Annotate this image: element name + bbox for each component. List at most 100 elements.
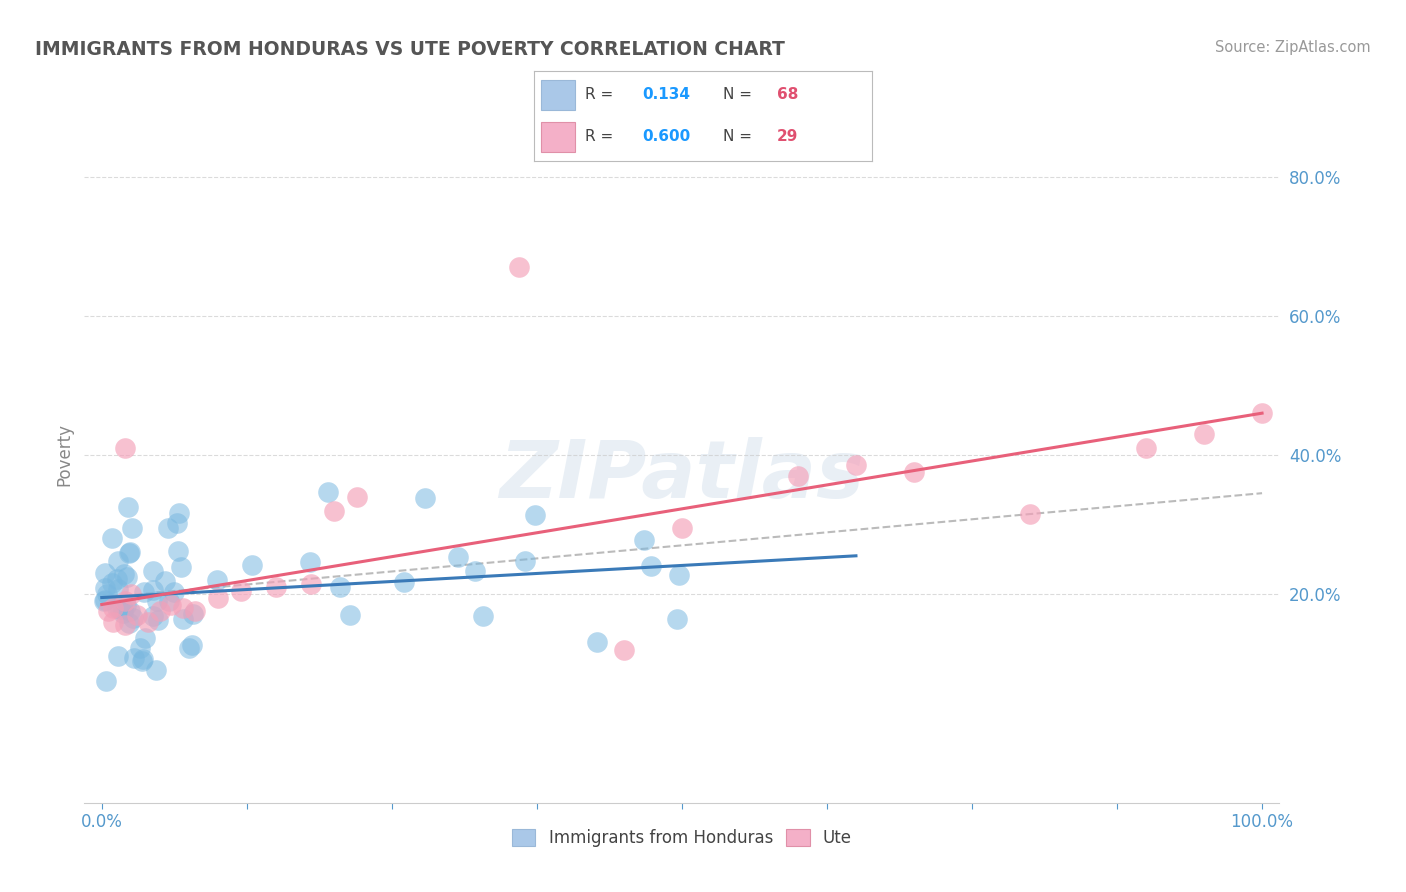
Point — [117, 500, 139, 514]
Point — [118, 544, 141, 558]
Point — [96, 587, 118, 601]
Point — [145, 664, 167, 678]
Point — [97, 605, 120, 619]
Y-axis label: Poverty: Poverty — [55, 424, 73, 486]
Point — [472, 609, 495, 624]
Point — [93, 594, 115, 608]
Point — [105, 572, 128, 586]
Point — [120, 587, 142, 601]
Point — [157, 594, 180, 608]
Point — [155, 574, 177, 588]
Point — [181, 607, 204, 621]
Text: 29: 29 — [778, 129, 799, 145]
Point — [339, 608, 361, 623]
Point — [183, 605, 205, 619]
Point — [122, 651, 145, 665]
Point — [446, 550, 468, 565]
Point — [112, 606, 135, 620]
Point — [107, 582, 129, 596]
Point — [96, 674, 118, 689]
Point — [166, 544, 188, 558]
Point — [149, 605, 172, 619]
Point — [103, 615, 125, 629]
Point — [299, 576, 322, 591]
Point — [114, 441, 136, 455]
Point — [264, 580, 287, 594]
Bar — [541, 80, 575, 110]
Point — [146, 613, 169, 627]
Point — [163, 585, 186, 599]
Point — [120, 603, 142, 617]
Point — [229, 583, 252, 598]
Point — [177, 641, 200, 656]
Point — [172, 612, 194, 626]
Point — [142, 608, 165, 623]
Point — [668, 568, 690, 582]
Point — [129, 640, 152, 655]
Text: N =: N = — [723, 87, 752, 103]
Text: R =: R = — [585, 129, 619, 145]
Point — [157, 521, 180, 535]
Text: R =: R = — [585, 87, 619, 103]
Point — [613, 642, 636, 657]
Point — [1251, 406, 1274, 420]
Point — [134, 631, 156, 645]
Point — [118, 615, 141, 630]
Point — [413, 491, 436, 505]
Point — [115, 570, 138, 584]
Point — [1192, 427, 1215, 442]
Point — [107, 649, 129, 664]
Point — [671, 521, 693, 535]
Point — [125, 607, 148, 622]
Point — [207, 573, 229, 587]
Point — [586, 635, 609, 649]
Point — [181, 638, 204, 652]
Text: Source: ZipAtlas.com: Source: ZipAtlas.com — [1215, 40, 1371, 55]
Point — [170, 560, 193, 574]
Point — [207, 591, 229, 605]
Point — [845, 458, 868, 473]
Text: N =: N = — [723, 129, 752, 145]
Point — [142, 564, 165, 578]
Point — [115, 599, 138, 613]
Point — [316, 485, 339, 500]
Point — [118, 546, 141, 560]
Point — [523, 508, 546, 522]
Point — [114, 594, 136, 608]
Point — [108, 602, 131, 616]
Point — [508, 260, 530, 274]
Point — [633, 533, 655, 547]
Text: 0.134: 0.134 — [643, 87, 690, 103]
Point — [121, 611, 143, 625]
Point — [167, 506, 190, 520]
Point — [903, 466, 925, 480]
Text: 68: 68 — [778, 87, 799, 103]
Point — [346, 490, 368, 504]
Bar — [541, 122, 575, 152]
Point — [94, 581, 117, 595]
Point — [131, 652, 153, 666]
Point — [666, 612, 689, 626]
Point — [640, 558, 662, 573]
Point — [131, 654, 153, 668]
Point — [240, 558, 263, 573]
Point — [94, 593, 117, 607]
Point — [103, 601, 125, 615]
Point — [112, 566, 135, 581]
Point — [160, 598, 183, 612]
Point — [298, 555, 321, 569]
Point — [1135, 441, 1157, 455]
Point — [787, 468, 810, 483]
Point — [112, 601, 135, 615]
Point — [322, 503, 344, 517]
Point — [513, 554, 536, 568]
Point — [100, 531, 122, 545]
Text: 0.600: 0.600 — [643, 129, 690, 145]
Point — [329, 580, 352, 594]
Text: ZIPatlas: ZIPatlas — [499, 437, 865, 515]
Point — [105, 601, 128, 615]
Point — [392, 575, 415, 590]
Point — [464, 564, 486, 578]
Point — [172, 601, 194, 615]
Text: IMMIGRANTS FROM HONDURAS VS UTE POVERTY CORRELATION CHART: IMMIGRANTS FROM HONDURAS VS UTE POVERTY … — [35, 40, 785, 59]
